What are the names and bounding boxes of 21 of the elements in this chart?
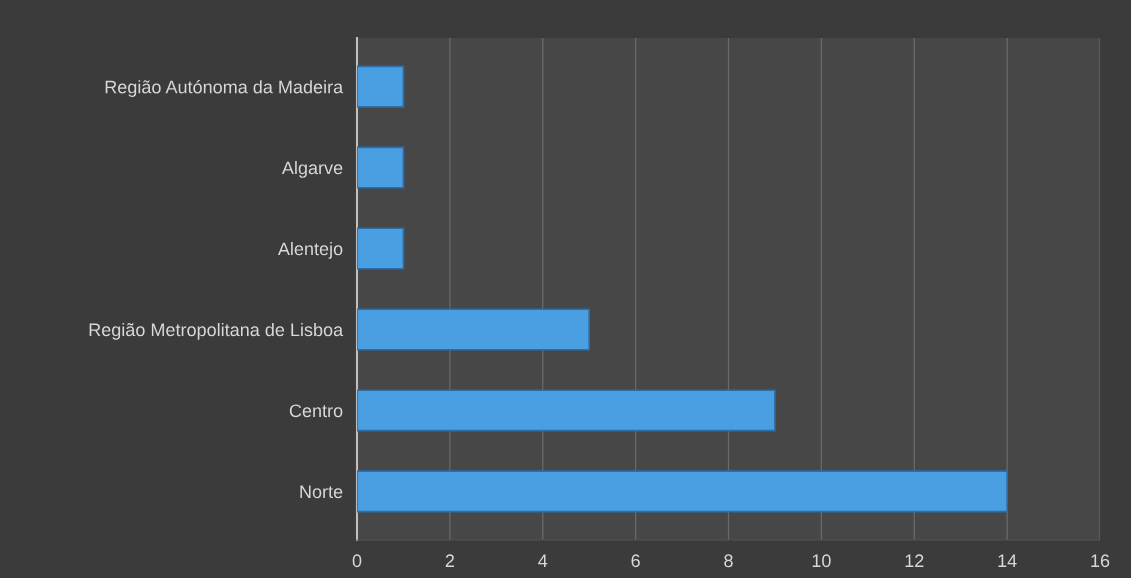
y-tick-label: Algarve [281, 161, 343, 178]
x-tick-label: 14 [998, 554, 1017, 567]
x-tick-label: 12 [905, 554, 924, 567]
bar [357, 308, 591, 351]
x-tick-label: 10 [812, 554, 831, 568]
y-tick-label: Região Metropolitana de Lisboa [89, 322, 344, 340]
bar [357, 65, 405, 108]
bar [357, 227, 405, 270]
x-tick-label: 0 [352, 554, 362, 568]
x-tick-label: 2 [445, 554, 454, 567]
bar [357, 389, 776, 432]
y-tick-label: Centro [289, 404, 343, 418]
x-tick-label: 4 [538, 554, 548, 567]
y-tick-label: Norte [300, 485, 343, 499]
y-tick-label: Região Autónoma da Madeira [105, 79, 344, 97]
bar [357, 146, 405, 189]
bar [357, 470, 1008, 513]
y-tick-label: Alentejo [277, 241, 343, 259]
x-tick-label: 16 [1091, 554, 1110, 568]
x-tick-label: 6 [631, 554, 640, 568]
x-tick-label: 8 [724, 554, 733, 568]
